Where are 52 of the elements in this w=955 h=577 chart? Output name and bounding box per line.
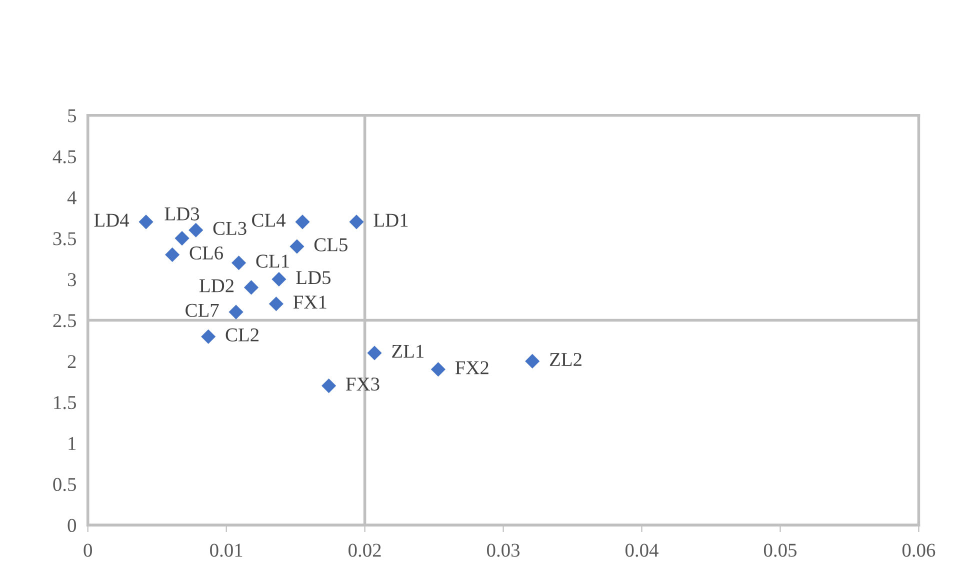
annotation: LD3 [164, 207, 200, 220]
annotation: CL2 [226, 328, 258, 342]
annotation: ZL2 [550, 353, 582, 366]
point [174, 231, 190, 246]
annotation: CL1 [256, 254, 289, 268]
y-tick-label: 1 [68, 437, 76, 450]
y-tick-label: 3 [68, 273, 76, 286]
y-tick-label: 2.5 [53, 314, 76, 328]
point [349, 214, 364, 230]
point [201, 329, 216, 344]
annotation: CL4 [252, 214, 286, 227]
y-tick-label: 4 [67, 191, 76, 204]
annotation: ZL1 [392, 344, 424, 358]
point [367, 346, 382, 360]
y-tick-label: 0 [68, 518, 76, 532]
point [244, 280, 259, 295]
point [138, 214, 154, 230]
point [290, 239, 304, 254]
annotation: FX3 [346, 378, 380, 391]
annotation: LD2 [200, 279, 234, 292]
annotation: LD1 [374, 214, 408, 227]
point [295, 214, 310, 230]
y-tick-label: 5 [68, 109, 76, 122]
point [228, 304, 244, 320]
x-tick-label: 0.05 [764, 544, 796, 557]
x-tick-label: 0 [84, 544, 92, 557]
point [322, 378, 336, 394]
y-tick-label: 4.5 [52, 150, 76, 164]
y-tick-label: 1.5 [54, 396, 76, 410]
point [430, 362, 446, 377]
annotation: FX2 [455, 361, 488, 374]
point [525, 354, 540, 368]
annotation: LD5 [296, 271, 331, 284]
annotation: FX1 [293, 296, 326, 309]
y-tick-label: 2 [68, 355, 76, 368]
point [268, 296, 284, 312]
x-tick-label: 0.01 [210, 544, 242, 557]
annotation: CL3 [213, 222, 246, 235]
y-tick-label: 0.5 [53, 478, 76, 492]
point [272, 272, 286, 287]
annotation: CL7 [186, 304, 219, 317]
x-tick-label: 0.03 [487, 544, 520, 557]
y-tick-label: 3.5 [53, 232, 76, 246]
x-tick-label: 0.04 [625, 544, 658, 557]
annotation: CL5 [314, 238, 348, 252]
point [232, 256, 246, 270]
x-tick-label: 0.02 [348, 544, 381, 557]
annotation: LD4 [94, 214, 130, 227]
annotation: CL6 [190, 246, 223, 260]
x-tick-label: 0.06 [902, 544, 936, 557]
point [188, 222, 204, 238]
point [165, 247, 180, 262]
